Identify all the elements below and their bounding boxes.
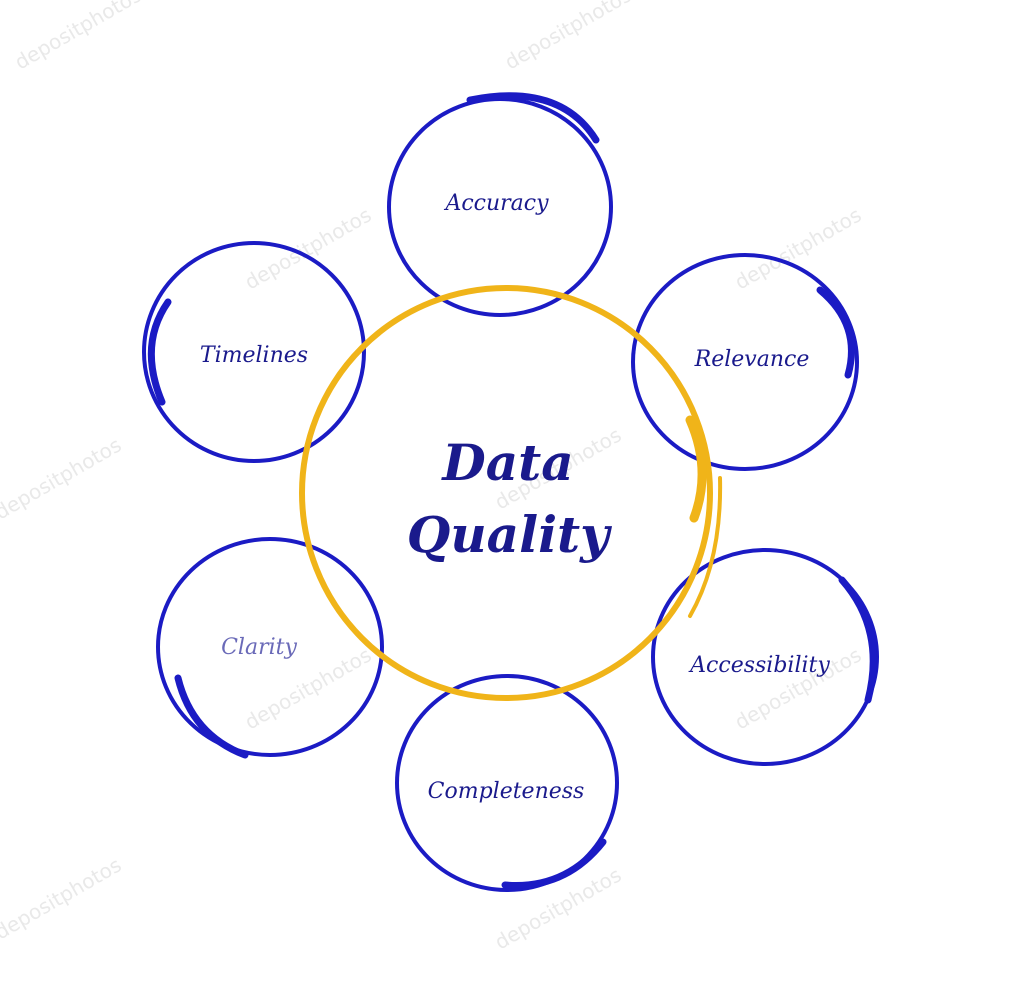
completeness-label: Completeness — [428, 779, 585, 804]
accessibility-circle — [651, 548, 879, 766]
clarity-circle — [156, 537, 384, 757]
watermark-text: depositphotos — [731, 203, 866, 295]
completeness-circle-accent — [501, 838, 607, 889]
relevance-circle — [631, 253, 859, 471]
timelines-label: Timelines — [200, 343, 308, 368]
accessibility-label: Accessibility — [688, 653, 830, 678]
accessibility-circle-accent — [838, 576, 877, 704]
data-quality-circle-tail — [688, 476, 723, 618]
relevance-label: Relevance — [694, 347, 810, 372]
watermark-text: depositphotos — [501, 0, 636, 74]
satellite-rings — [142, 92, 879, 892]
hub-title-line2: Quality — [407, 505, 612, 564]
completeness-circle — [395, 674, 619, 892]
watermark-layer: depositphotos depositphotos depositphoto… — [0, 0, 865, 954]
watermark-text: depositphotos — [11, 0, 146, 74]
relevance-circle-accent — [816, 286, 855, 379]
hub-title-line1: Data — [440, 433, 573, 492]
watermark-text: depositphotos — [0, 433, 125, 525]
timelines-circle — [142, 241, 366, 463]
clarity-label: Clarity — [221, 635, 297, 660]
labels: Accuracy Relevance Accessibility Complet… — [200, 191, 830, 804]
data-quality-circle-accent — [685, 415, 707, 523]
clarity-circle-accent — [174, 674, 249, 759]
accuracy-label: Accuracy — [443, 191, 549, 216]
timelines-circle-accent — [147, 298, 172, 406]
hub — [299, 285, 723, 701]
data-quality-circle — [299, 285, 713, 701]
watermark-text: depositphotos — [0, 853, 125, 945]
watermark-text: depositphotos — [241, 203, 376, 295]
accuracy-circle-accent — [466, 92, 600, 144]
